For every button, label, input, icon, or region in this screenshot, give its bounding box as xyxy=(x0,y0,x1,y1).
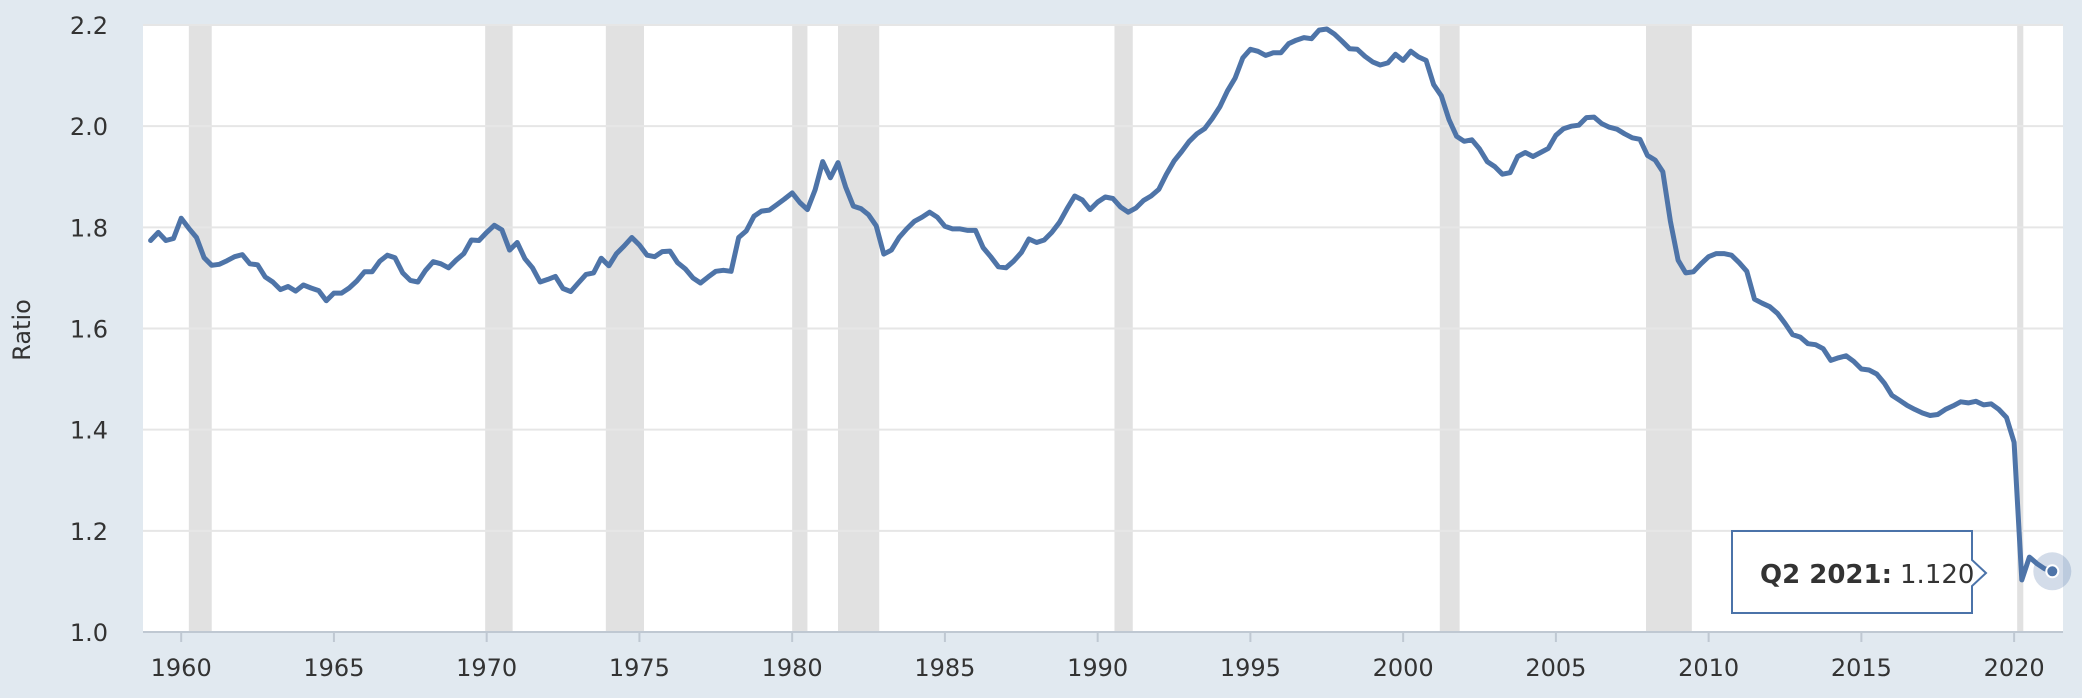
svg-text:Q2 2021:1.120: Q2 2021: 1.120 xyxy=(1760,560,1974,590)
x-tick-label: 1980 xyxy=(762,654,823,682)
y-tick-label: 1.8 xyxy=(70,214,108,242)
x-tick-label: 1975 xyxy=(609,654,670,682)
x-tick-label: 1965 xyxy=(303,654,364,682)
y-tick-label: 1.4 xyxy=(70,417,108,445)
tooltip-value: 1.120 xyxy=(1900,560,1974,590)
y-axis-label: Ratio xyxy=(8,299,36,361)
y-tick-label: 2.0 xyxy=(70,113,108,141)
hover-point[interactable] xyxy=(2045,564,2060,579)
x-tick-label: 2000 xyxy=(1373,654,1434,682)
y-tick-label: 2.2 xyxy=(70,12,108,40)
x-tick-label: 1960 xyxy=(151,654,212,682)
tooltip-label: Q2 2021: xyxy=(1760,560,1892,590)
x-axis-ticks: 1960 1965 1970 1975 1980 1985 1990 1995 2000 2005… xyxy=(151,632,2045,682)
x-tick-label: 2005 xyxy=(1525,654,1586,682)
x-tick-label: 1995 xyxy=(1220,654,1281,682)
x-tick-label: 2010 xyxy=(1678,654,1739,682)
x-tick-label: 1985 xyxy=(914,654,975,682)
grid-lines xyxy=(143,24,2063,633)
tooltip-box xyxy=(1731,530,1988,614)
x-tick-label: 2020 xyxy=(1984,654,2045,682)
y-tick-label: 1.6 xyxy=(70,316,108,344)
x-tick-label: 2015 xyxy=(1831,654,1892,682)
tooltip: Q2 2021: 1.120 xyxy=(1731,530,1988,614)
y-tick-label: 1.0 xyxy=(70,619,108,647)
series-line xyxy=(148,26,2055,583)
x-tick-label: 1990 xyxy=(1067,654,1128,682)
y-tick-label: 1.2 xyxy=(70,518,108,546)
x-tick-label: 1970 xyxy=(456,654,517,682)
y-axis-ticks: 1.0 1.2 1.4 1.6 1.8 2.0 2.2 xyxy=(70,12,108,647)
